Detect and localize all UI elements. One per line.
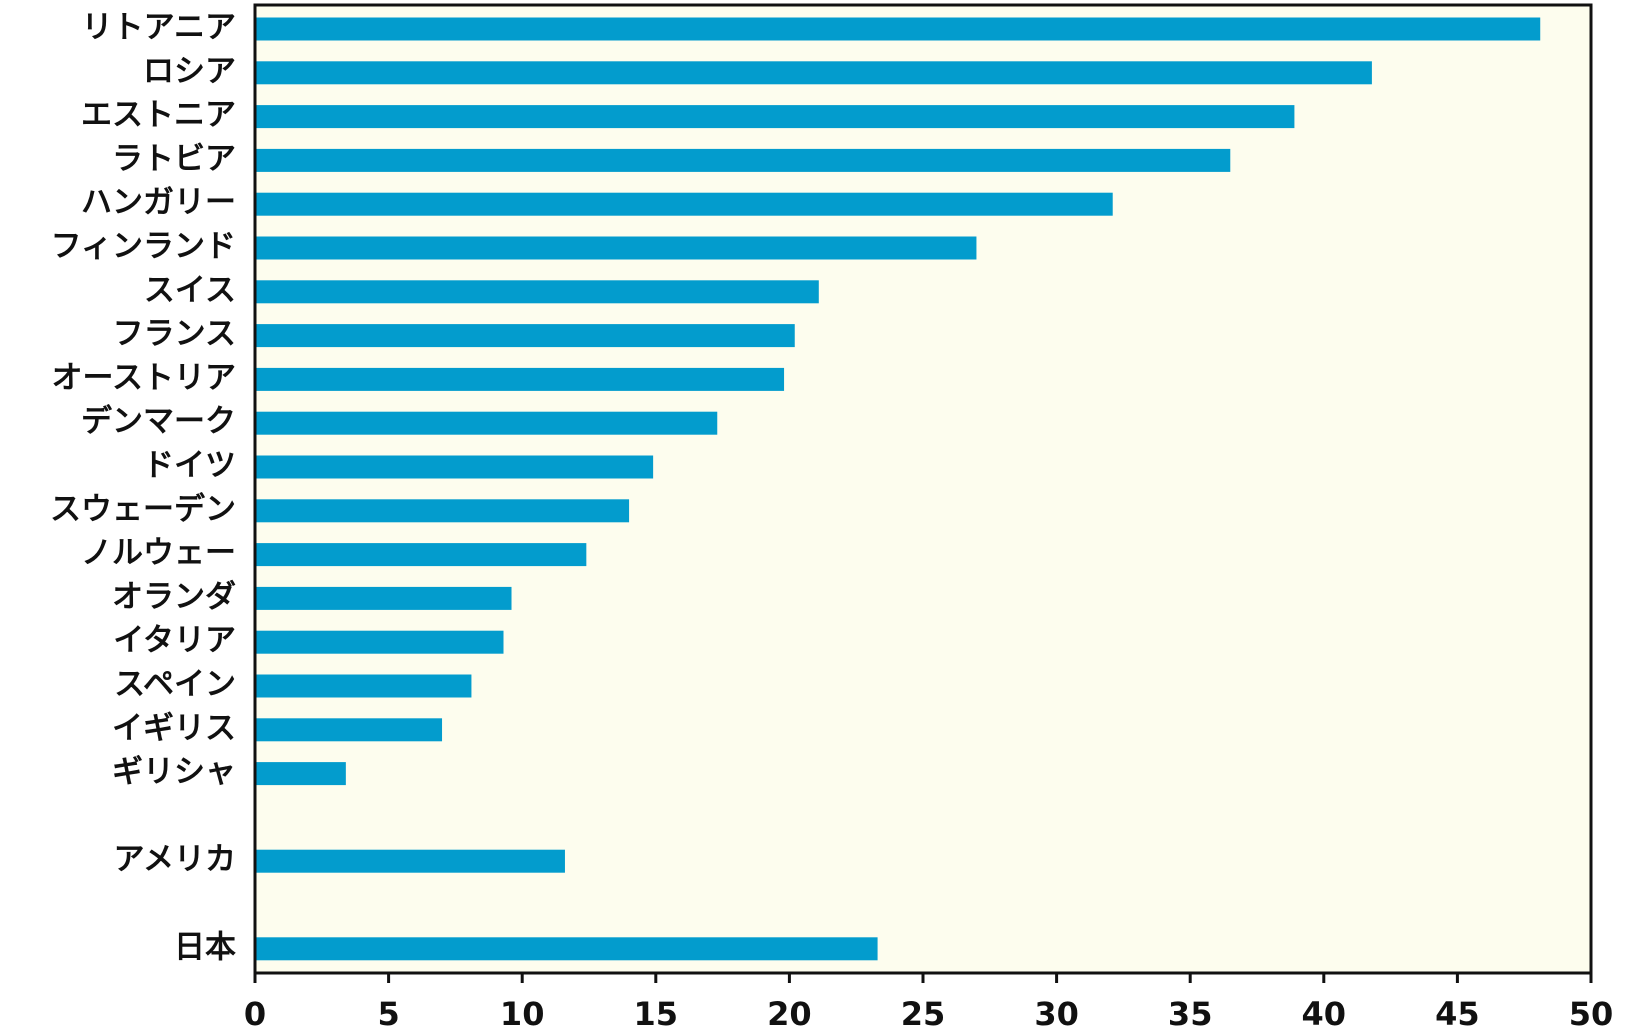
bar bbox=[255, 367, 785, 391]
x-tick-label: 15 bbox=[634, 995, 679, 1033]
y-tick-label: エストニア bbox=[81, 97, 236, 133]
bar bbox=[255, 280, 819, 304]
y-tick-label: ロシア bbox=[143, 53, 236, 89]
y-tick-label: デンマーク bbox=[81, 404, 236, 440]
y-tick-label: オーストリア bbox=[52, 360, 236, 396]
y-tick-label: オランダ bbox=[112, 579, 236, 615]
bar bbox=[255, 17, 1541, 41]
y-tick-label: イギリス bbox=[112, 710, 236, 746]
bar bbox=[255, 937, 878, 961]
bar bbox=[255, 674, 472, 698]
y-tick-label: ラトビア bbox=[112, 141, 236, 177]
y-tick-label: アメリカ bbox=[114, 842, 236, 878]
bar bbox=[255, 849, 565, 873]
x-tick-label: 45 bbox=[1435, 995, 1480, 1033]
x-tick-label: 10 bbox=[500, 995, 545, 1033]
y-tick-label: ノルウェー bbox=[81, 535, 236, 571]
y-tick-label: フィンランド bbox=[51, 229, 236, 265]
y-tick-label: リトアニア bbox=[82, 10, 236, 46]
bar bbox=[255, 192, 1113, 216]
x-tick-label: 5 bbox=[377, 995, 399, 1033]
x-tick-label: 50 bbox=[1569, 995, 1614, 1033]
bar bbox=[255, 61, 1372, 85]
bar bbox=[255, 586, 512, 610]
bar bbox=[255, 411, 718, 435]
y-tick-label: スウェーデン bbox=[50, 491, 236, 527]
x-tick-label: 30 bbox=[1034, 995, 1079, 1033]
bar bbox=[255, 630, 504, 654]
y-tick-label: イタリア bbox=[113, 623, 236, 659]
bar bbox=[255, 499, 630, 523]
y-tick-label: ドイツ bbox=[143, 448, 236, 484]
y-tick-label: スイス bbox=[144, 272, 236, 308]
bar bbox=[255, 762, 346, 786]
bar bbox=[255, 718, 443, 742]
x-tick-label: 35 bbox=[1168, 995, 1213, 1033]
bar bbox=[255, 236, 977, 260]
y-tick-label: スペイン bbox=[114, 667, 236, 703]
y-tick-label: ギリシャ bbox=[112, 754, 236, 790]
x-tick-label: 25 bbox=[901, 995, 946, 1033]
x-tick-label: 0 bbox=[244, 995, 266, 1033]
y-tick-label: ハンガリー bbox=[81, 185, 236, 221]
bar bbox=[255, 148, 1231, 172]
bar bbox=[255, 455, 654, 479]
bar bbox=[255, 105, 1295, 129]
x-tick-label: 40 bbox=[1302, 995, 1347, 1033]
bar bbox=[255, 543, 587, 567]
bar bbox=[255, 324, 795, 348]
y-tick-label: フランス bbox=[113, 316, 236, 352]
x-tick-label: 20 bbox=[767, 995, 812, 1033]
y-tick-label: 日本 bbox=[174, 929, 236, 965]
